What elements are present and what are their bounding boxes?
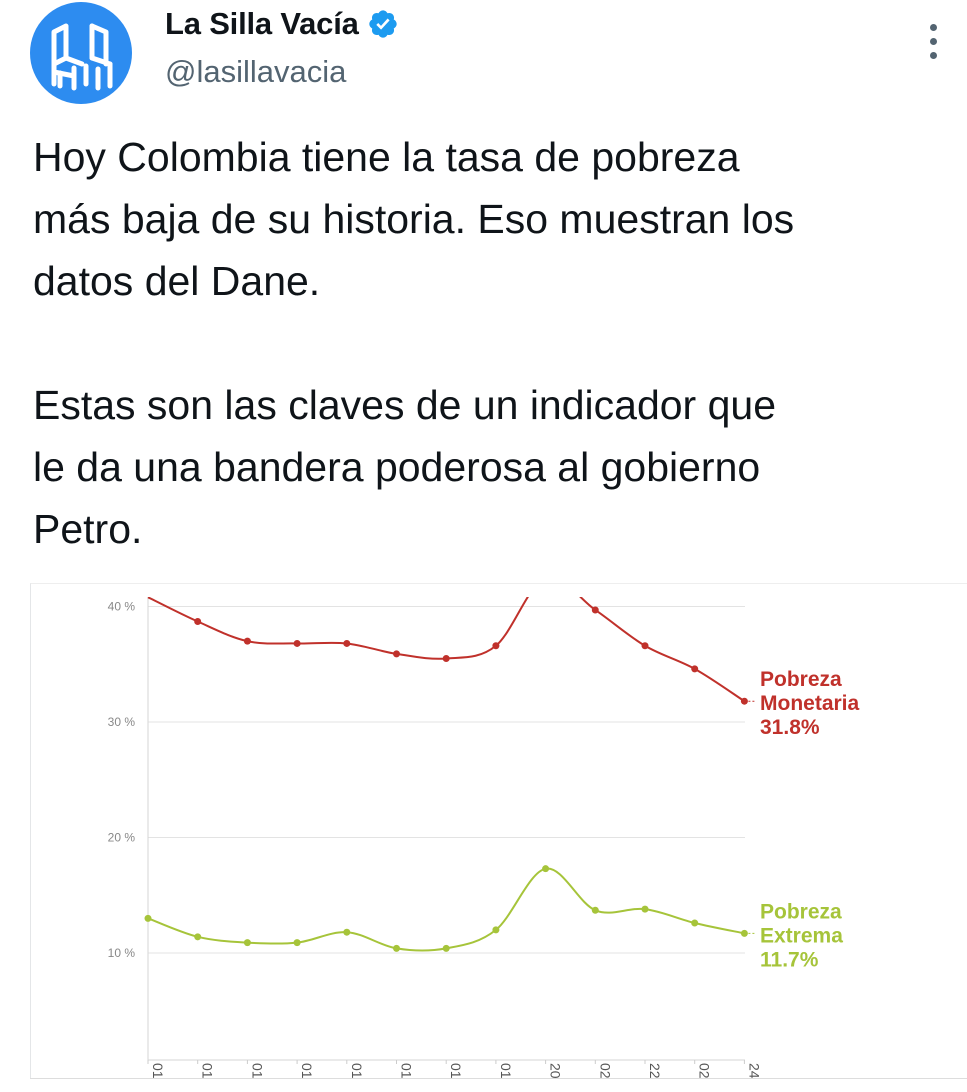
tweet-line: Estas son las claves de un indicador que <box>33 382 777 428</box>
verified-badge-icon <box>369 10 397 38</box>
tweet-line: le da una bandera poderosa al gobierno <box>33 444 761 490</box>
tweet-line: Hoy Colombia tiene la tasa de pobreza <box>33 134 740 180</box>
series-line-extrema <box>147 867 745 952</box>
data-point-extrema <box>691 919 699 927</box>
data-point-monetaria <box>194 618 202 626</box>
data-point-monetaria <box>442 654 450 662</box>
data-point-extrema <box>542 865 550 873</box>
series-label-monetaria: Monetaria <box>760 692 860 715</box>
x-tick-label: 24 <box>746 1063 762 1079</box>
tweet-line: Petro. <box>33 506 143 552</box>
card-divider <box>30 1078 967 1092</box>
tweet-line: más baja de su historia. Eso muestran lo… <box>33 196 795 242</box>
series-label-monetaria: 31.8% <box>760 716 820 739</box>
data-point-extrema <box>243 939 251 947</box>
data-point-extrema <box>641 905 649 913</box>
data-point-monetaria <box>591 606 599 614</box>
chairs-logo-icon[interactable] <box>30 2 132 104</box>
x-tick-label: 22 <box>647 1063 663 1079</box>
data-point-extrema <box>293 939 301 947</box>
x-tick-label: 20 <box>548 1063 564 1079</box>
y-tick-label: 40 % <box>108 600 136 614</box>
display-name[interactable]: La Silla Vacía <box>165 6 359 41</box>
data-point-extrema <box>442 944 450 952</box>
data-point-extrema <box>343 928 351 936</box>
data-point-monetaria <box>343 639 351 647</box>
data-point-monetaria <box>293 639 301 647</box>
series-label-extrema: 11.7% <box>760 948 819 971</box>
series-label-extrema: Pobreza <box>760 900 842 923</box>
data-point-monetaria <box>641 642 649 650</box>
data-point-monetaria <box>393 650 400 658</box>
more-options-icon[interactable] <box>920 20 948 62</box>
data-point-extrema <box>492 926 500 934</box>
y-tick-label: 10 % <box>108 946 136 960</box>
y-tick-label: 30 % <box>108 715 136 729</box>
data-point-extrema <box>591 906 599 914</box>
series-label-extrema: Extrema <box>760 924 843 947</box>
handle[interactable]: @lasillavacia <box>165 54 347 89</box>
data-point-extrema <box>144 914 152 922</box>
tweet-line: datos del Dane. <box>33 258 321 304</box>
data-point-monetaria <box>243 637 251 645</box>
data-point-monetaria <box>691 665 699 673</box>
data-point-extrema <box>393 944 400 952</box>
series-line-monetaria <box>147 597 745 703</box>
data-point-monetaria <box>492 642 500 650</box>
y-tick-label: 20 % <box>108 831 136 845</box>
data-point-extrema <box>194 933 202 941</box>
series-label-monetaria: Pobreza <box>760 668 842 691</box>
tweet-text: Hoy Colombia tiene la tasa de pobreza má… <box>33 126 953 560</box>
